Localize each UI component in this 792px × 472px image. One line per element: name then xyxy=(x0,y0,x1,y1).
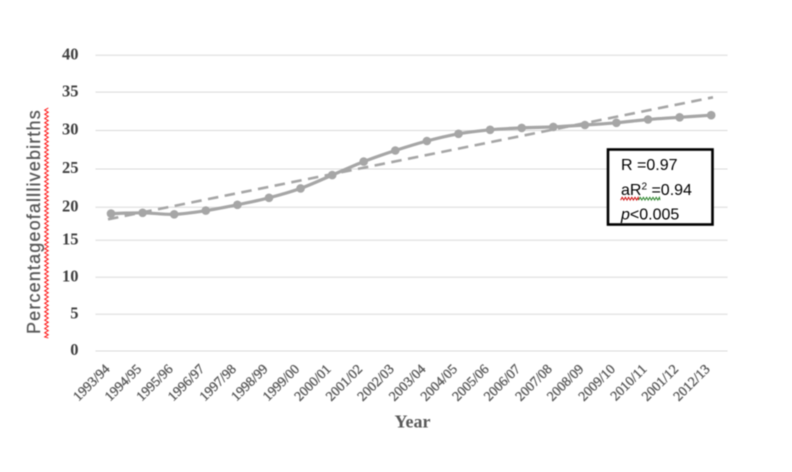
svg-text:R =0.97: R =0.97 xyxy=(621,157,678,174)
svg-text:5: 5 xyxy=(70,304,78,323)
svg-text:40: 40 xyxy=(62,45,79,64)
svg-text:20: 20 xyxy=(62,197,79,216)
svg-text:30: 30 xyxy=(62,120,79,139)
svg-text:aR2 =0.94: aR2 =0.94 xyxy=(621,182,692,200)
svg-text:Percentageofalllivebirths: Percentageofalllivebirths xyxy=(24,109,44,334)
svg-text:Year: Year xyxy=(395,411,431,431)
svg-text:25: 25 xyxy=(62,158,79,177)
svg-text:0: 0 xyxy=(70,340,78,359)
svg-text:15: 15 xyxy=(62,230,79,249)
svg-text:35: 35 xyxy=(62,81,79,100)
svg-text:10: 10 xyxy=(62,267,79,286)
svg-text:p<0.005: p<0.005 xyxy=(620,207,679,224)
